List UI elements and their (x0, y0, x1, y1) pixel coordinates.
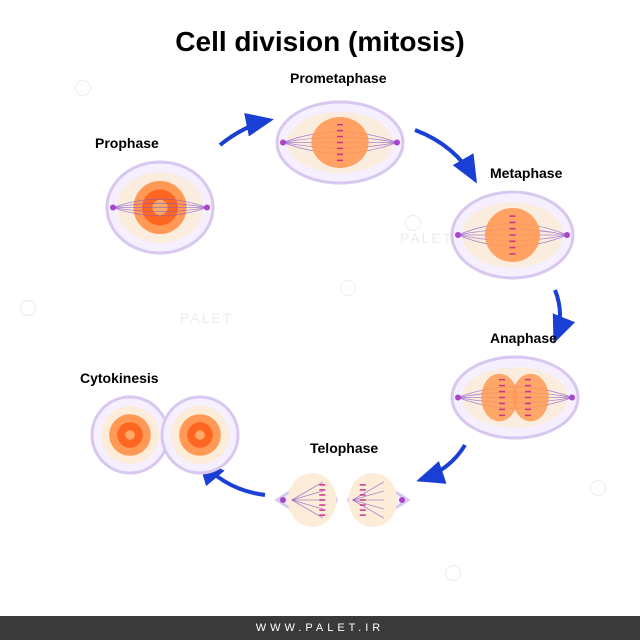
stage-prometaphase (275, 100, 405, 185)
label-cytokinesis: Cytokinesis (80, 370, 159, 386)
stage-telophase (275, 455, 410, 545)
footer-text: WWW.PALET.IR (256, 622, 384, 634)
footer-bar: WWW.PALET.IR (0, 616, 640, 640)
label-prophase: Prophase (95, 135, 159, 151)
label-prometaphase: Prometaphase (290, 70, 386, 86)
arrow-anaphase-telophase (420, 445, 465, 480)
stage-prophase (105, 160, 215, 255)
stage-anaphase (450, 355, 580, 440)
label-metaphase: Metaphase (490, 165, 562, 181)
stage-cytokinesis (90, 395, 240, 475)
arrow-prometaphase-metaphase (415, 130, 475, 180)
stage-metaphase (450, 190, 575, 280)
label-telophase: Telophase (310, 440, 378, 456)
arrow-prophase-prometaphase (220, 120, 270, 145)
label-anaphase: Anaphase (490, 330, 557, 346)
